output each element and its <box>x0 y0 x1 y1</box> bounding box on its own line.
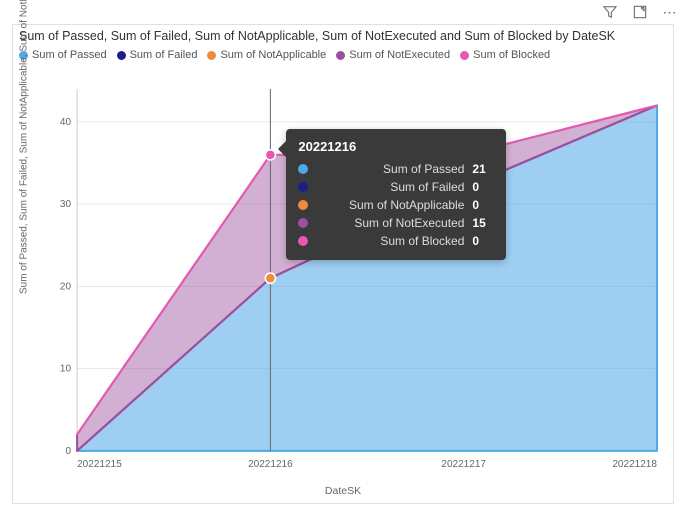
legend-label: Sum of Blocked <box>473 49 550 61</box>
svg-text:10: 10 <box>60 364 72 375</box>
svg-text:0: 0 <box>65 446 71 457</box>
tooltip-value: 0 <box>472 198 494 212</box>
tooltip-dot-icon <box>298 236 308 246</box>
tooltip-label: Sum of Failed <box>316 180 464 194</box>
focus-mode-icon[interactable] <box>632 4 648 20</box>
tooltip-row: Sum of Blocked 0 <box>298 232 494 250</box>
chart-card: Sum of Passed, Sum of Failed, Sum of Not… <box>12 24 674 504</box>
hover-marker <box>265 150 275 160</box>
tooltip-row: Sum of Passed 21 <box>298 160 494 178</box>
tooltip-dot-icon <box>298 218 308 228</box>
tooltip: 20221216 Sum of Passed21Sum of Failed0Su… <box>286 129 506 260</box>
legend-item[interactable]: Sum of Failed <box>117 49 198 61</box>
legend-dot-icon <box>460 51 469 60</box>
x-axis-label: DateSK <box>325 485 361 497</box>
legend-label: Sum of NotApplicable <box>220 49 326 61</box>
legend: Sum of Passed Sum of Failed Sum of NotAppl… <box>13 45 673 65</box>
legend-label: Sum of NotExecuted <box>349 49 450 61</box>
chart-title: Sum of Passed, Sum of Failed, Sum of Not… <box>13 25 673 45</box>
legend-label: Sum of Passed <box>32 49 107 61</box>
legend-item[interactable]: Sum of Passed <box>19 49 107 61</box>
svg-text:40: 40 <box>60 117 72 128</box>
legend-item[interactable]: Sum of NotApplicable <box>207 49 326 61</box>
svg-text:20221215: 20221215 <box>77 459 122 470</box>
svg-text:20: 20 <box>60 281 72 292</box>
tooltip-dot-icon <box>298 182 308 192</box>
svg-text:20221216: 20221216 <box>248 459 293 470</box>
y-axis-label: Sum of Passed, Sum of Failed, Sum of Not… <box>19 284 30 294</box>
tooltip-value: 0 <box>472 180 494 194</box>
filter-icon[interactable] <box>602 4 618 20</box>
tooltip-label: Sum of Blocked <box>316 234 464 248</box>
tooltip-title: 20221216 <box>298 139 494 154</box>
svg-text:30: 30 <box>60 199 72 210</box>
plot-area-wrap: Sum of Passed, Sum of Failed, Sum of Not… <box>19 81 667 497</box>
legend-item[interactable]: Sum of Blocked <box>460 49 550 61</box>
tooltip-row: Sum of NotExecuted 15 <box>298 214 494 232</box>
legend-label: Sum of Failed <box>130 49 198 61</box>
tooltip-dot-icon <box>298 200 308 210</box>
tooltip-value: 21 <box>472 162 494 176</box>
tooltip-row: Sum of NotApplicable 0 <box>298 196 494 214</box>
svg-text:20221217: 20221217 <box>441 459 486 470</box>
legend-item[interactable]: Sum of NotExecuted <box>336 49 450 61</box>
tooltip-label: Sum of NotApplicable <box>316 198 464 212</box>
tooltip-label: Sum of NotExecuted <box>316 216 464 230</box>
legend-dot-icon <box>336 51 345 60</box>
tooltip-dot-icon <box>298 164 308 174</box>
tooltip-label: Sum of Passed <box>316 162 464 176</box>
visual-toolbar: ⋯ <box>602 4 678 20</box>
svg-text:20221218: 20221218 <box>612 459 657 470</box>
legend-dot-icon <box>117 51 126 60</box>
tooltip-value: 0 <box>472 234 494 248</box>
legend-dot-icon <box>207 51 216 60</box>
tooltip-row: Sum of Failed 0 <box>298 178 494 196</box>
tooltip-value: 15 <box>472 216 494 230</box>
tooltip-body: Sum of Passed21Sum of Failed0Sum of NotA… <box>298 160 494 250</box>
more-options-icon[interactable]: ⋯ <box>662 4 678 20</box>
hover-marker <box>265 273 275 283</box>
